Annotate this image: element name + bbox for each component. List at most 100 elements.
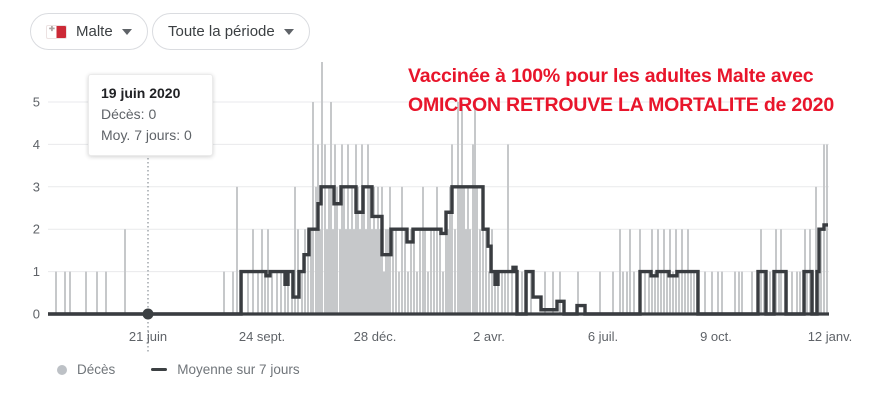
death-bar bbox=[447, 229, 449, 314]
death-bar bbox=[467, 186, 469, 314]
death-bar bbox=[644, 271, 646, 314]
death-bar bbox=[626, 271, 628, 314]
death-bar bbox=[385, 229, 387, 314]
death-bar bbox=[404, 229, 406, 314]
death-bar bbox=[271, 271, 273, 314]
death-bar bbox=[319, 229, 321, 314]
chart-legend: Décès Moyenne sur 7 jours bbox=[57, 362, 300, 377]
death-bar bbox=[751, 271, 753, 314]
death-bar bbox=[379, 229, 381, 314]
death-bar bbox=[820, 229, 822, 314]
period-selector[interactable]: Toute la période bbox=[152, 13, 310, 50]
death-bar bbox=[392, 229, 394, 314]
death-bar bbox=[704, 271, 706, 314]
death-bar bbox=[690, 271, 692, 314]
death-bar bbox=[629, 229, 631, 314]
death-bar bbox=[599, 271, 601, 314]
death-bar bbox=[741, 271, 743, 314]
death-bar bbox=[791, 271, 793, 314]
death-bar bbox=[660, 271, 662, 314]
death-bar bbox=[439, 229, 441, 314]
death-bar bbox=[395, 229, 397, 314]
death-bar bbox=[69, 271, 71, 314]
death-bar bbox=[619, 229, 621, 314]
death-bar bbox=[559, 271, 561, 314]
deaths-chart-canvas[interactable]: 0 1 2 3 4 5 21 juin 24 sept. 28 déc. 2 avr. 6 juil… bbox=[0, 58, 892, 370]
death-bar bbox=[347, 144, 349, 314]
svg-text:5: 5 bbox=[33, 95, 40, 110]
death-bar bbox=[633, 271, 635, 314]
death-bar bbox=[355, 144, 357, 314]
hover-tooltip: 19 juin 2020 Décès: 0 Moy. 7 jours: 0 bbox=[88, 74, 213, 156]
death-bar bbox=[497, 271, 499, 314]
death-bar bbox=[826, 144, 828, 314]
death-bar bbox=[264, 271, 266, 314]
death-bar bbox=[341, 144, 343, 314]
death-bar bbox=[373, 186, 375, 314]
legend-deaths-label: Décès bbox=[77, 362, 116, 377]
death-bar bbox=[511, 271, 513, 314]
svg-text:2: 2 bbox=[33, 222, 40, 237]
death-bar bbox=[482, 186, 484, 314]
annotation-line-2: OMICRON RETROUVE LA MORTALITE de 2020 bbox=[408, 94, 834, 116]
death-bar bbox=[769, 271, 771, 314]
x-axis-labels: 21 juin 24 sept. 28 déc. 2 avr. 6 juil. 9 oct… bbox=[129, 329, 852, 344]
death-bar bbox=[721, 271, 723, 314]
svg-text:0: 0 bbox=[33, 307, 40, 322]
death-bar bbox=[401, 186, 403, 314]
death-bar bbox=[474, 102, 476, 314]
annotation-overlay: Vaccinée à 100% pour les adultes Malte a… bbox=[408, 62, 834, 120]
death-bar bbox=[334, 144, 336, 314]
death-bar bbox=[672, 271, 674, 314]
death-bar bbox=[666, 271, 668, 314]
death-bar bbox=[310, 229, 312, 314]
death-bar bbox=[476, 186, 478, 314]
x-tick-label: 21 juin bbox=[129, 329, 167, 344]
death-bar bbox=[359, 229, 361, 314]
death-bar bbox=[267, 229, 269, 314]
death-bar bbox=[294, 186, 296, 314]
death-bar bbox=[465, 229, 467, 314]
death-bar bbox=[410, 229, 412, 314]
country-selector[interactable]: ✚ Malte bbox=[30, 13, 148, 50]
death-bar bbox=[284, 271, 286, 314]
death-bar bbox=[469, 229, 471, 314]
death-bar bbox=[648, 271, 650, 314]
death-bar bbox=[678, 271, 680, 314]
death-bar bbox=[332, 229, 334, 314]
death-bar bbox=[445, 229, 447, 314]
x-tick-label: 12 janv. bbox=[808, 329, 853, 344]
svg-text:4: 4 bbox=[33, 137, 40, 152]
tooltip-average-row: Moy. 7 jours: 0 bbox=[101, 127, 192, 143]
death-bar bbox=[413, 229, 415, 314]
death-bar bbox=[419, 229, 421, 314]
death-bar bbox=[684, 271, 686, 314]
death-bar bbox=[815, 186, 817, 314]
death-bar bbox=[85, 271, 87, 314]
death-bar bbox=[276, 271, 278, 314]
death-bar bbox=[424, 229, 426, 314]
annotation-line-1: Vaccinée à 100% pour les adultes Malte a… bbox=[408, 65, 814, 87]
x-tick-label: 6 juil. bbox=[588, 329, 618, 344]
death-bar bbox=[693, 271, 695, 314]
death-bar bbox=[796, 271, 798, 314]
death-bar bbox=[442, 271, 444, 314]
death-bar bbox=[544, 271, 546, 314]
death-bar bbox=[387, 229, 389, 314]
death-bar bbox=[457, 102, 459, 314]
seven-day-average-line bbox=[48, 185, 828, 316]
death-bar bbox=[454, 229, 456, 314]
death-bar bbox=[711, 271, 713, 314]
death-bar bbox=[367, 144, 369, 314]
hover-point-marker[interactable] bbox=[142, 308, 154, 320]
death-bar bbox=[501, 271, 503, 314]
death-bar bbox=[507, 144, 509, 314]
death-bar bbox=[485, 229, 487, 314]
death-bar bbox=[351, 186, 353, 314]
death-bar bbox=[280, 271, 282, 314]
death-bar bbox=[105, 271, 107, 314]
country-label: Malte bbox=[76, 23, 113, 40]
legend-average-label: Moyenne sur 7 jours bbox=[177, 362, 300, 377]
death-bar bbox=[416, 271, 418, 314]
